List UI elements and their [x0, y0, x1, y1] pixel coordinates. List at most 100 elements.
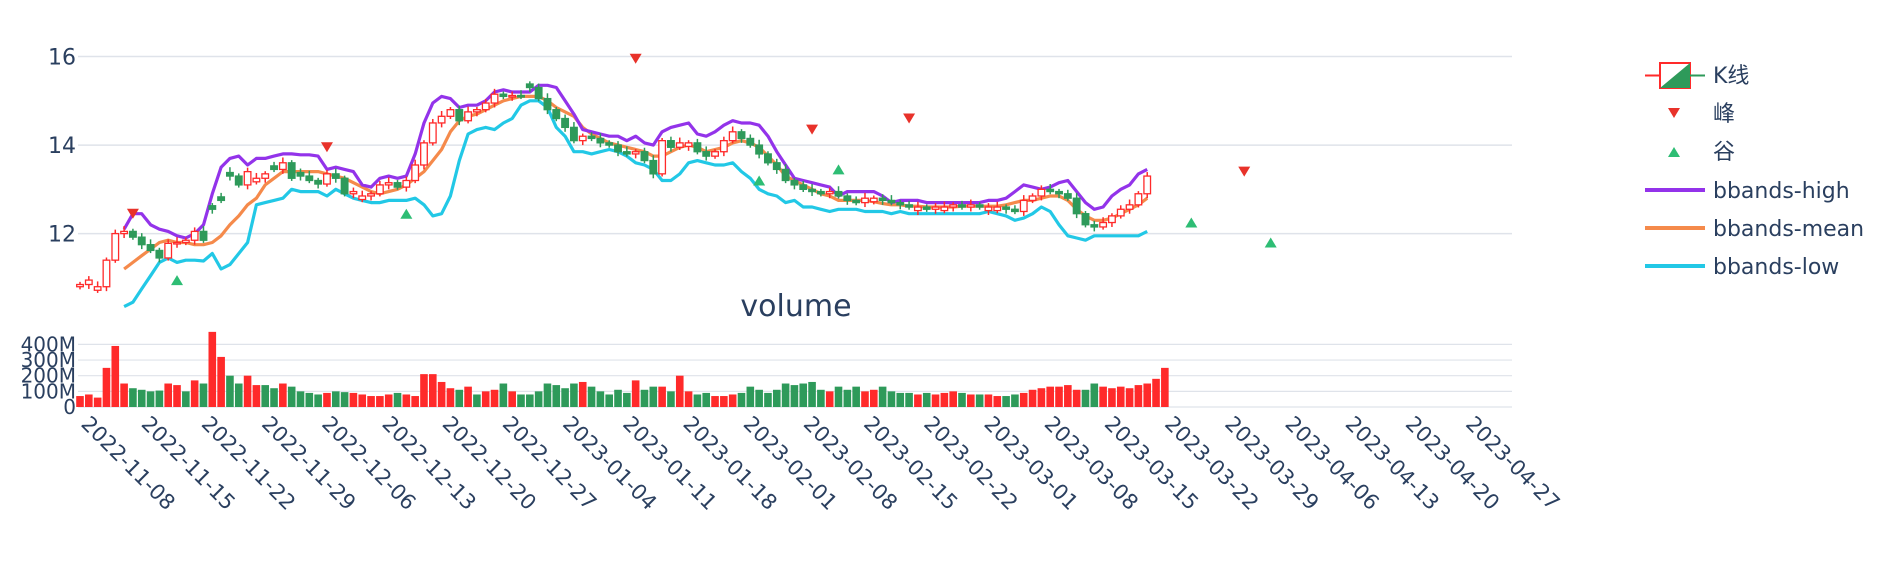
volume-bar — [861, 391, 869, 407]
legend[interactable]: K线 峰 谷 bbands-high bbands-mean bbands-lo… — [1645, 62, 1864, 280]
candle — [1028, 193, 1037, 204]
volume-bar — [799, 383, 808, 407]
volume-bar — [640, 389, 649, 407]
candle-body — [420, 142, 428, 166]
legend-item-bbands-low[interactable]: bbands-low — [1645, 255, 1839, 280]
candle — [966, 199, 975, 212]
candle — [428, 118, 437, 146]
legend-item-bbands-mean[interactable]: bbands-mean — [1645, 217, 1864, 242]
volume-bar — [429, 374, 437, 407]
candle-body — [1028, 195, 1037, 202]
candle-body — [199, 230, 208, 241]
candle — [622, 146, 631, 157]
volume-bar — [1072, 389, 1081, 407]
candle — [1037, 185, 1046, 201]
candle — [940, 201, 949, 214]
legend-item-peaks[interactable]: 峰 — [1668, 102, 1735, 127]
candle — [84, 276, 93, 289]
candle — [834, 186, 843, 199]
candle-body — [719, 140, 728, 153]
candle-body — [499, 93, 508, 98]
bollinger-bands — [122, 83, 1149, 309]
candle — [658, 138, 667, 177]
volume-bar — [349, 392, 358, 407]
candle-body — [1116, 208, 1125, 217]
volume-bar — [675, 375, 684, 407]
candle-body — [1099, 221, 1108, 228]
candle-body — [120, 230, 129, 235]
legend-item-troughs[interactable]: 谷 — [1668, 140, 1735, 165]
volume-bar — [684, 391, 693, 407]
candle — [1072, 192, 1081, 219]
volume-bar — [993, 396, 1002, 407]
volume-bar — [217, 356, 225, 407]
volume-bar — [649, 386, 658, 407]
candle — [490, 88, 499, 108]
candle-body — [728, 131, 737, 142]
candle-body — [1055, 190, 1063, 195]
candle-body — [217, 196, 226, 202]
bbands-low-line — [123, 99, 1148, 309]
candle-body — [1143, 175, 1152, 195]
candle — [1002, 204, 1011, 214]
candle-body — [393, 182, 402, 188]
legend-label-candles: K线 — [1713, 64, 1749, 89]
candle-body — [111, 232, 120, 261]
candle-body — [737, 131, 746, 140]
volume-bar — [1011, 394, 1019, 407]
candle-body — [464, 111, 473, 122]
volume-bar — [234, 383, 243, 407]
candle — [596, 133, 605, 148]
candle-body — [1125, 204, 1134, 210]
volume-bar — [129, 388, 137, 407]
peak-marker — [806, 124, 819, 135]
candle — [569, 122, 578, 144]
volume-bar — [455, 389, 464, 407]
volume-bar — [393, 392, 402, 407]
candle-body — [93, 286, 102, 291]
candle — [640, 147, 649, 164]
legend-item-candles[interactable]: K线 — [1645, 62, 1749, 89]
candle — [1063, 189, 1072, 201]
candle-body — [684, 142, 693, 148]
candle-body — [861, 197, 869, 204]
candle — [402, 176, 411, 192]
bbands-mean-line — [123, 94, 1149, 271]
volume-bar — [958, 392, 966, 407]
volume-bar — [587, 386, 596, 407]
candle-body — [296, 171, 305, 177]
candle-body — [975, 204, 984, 208]
candle — [314, 177, 323, 189]
candle — [614, 141, 622, 157]
candle-body — [164, 242, 173, 259]
candle — [931, 203, 940, 214]
volume-bar — [1055, 386, 1063, 407]
candle — [684, 140, 693, 151]
volume-bar — [764, 392, 772, 407]
candle-body — [1134, 193, 1143, 206]
candle-body — [525, 83, 534, 89]
candle-body — [137, 236, 146, 246]
legend-item-bbands-high[interactable]: bbands-high — [1645, 179, 1850, 204]
volume-bar — [914, 394, 922, 407]
candle-body — [764, 153, 772, 164]
candle — [252, 172, 261, 185]
candle — [278, 157, 287, 174]
volume-y-tick-label: 100M — [21, 379, 76, 403]
candle — [975, 202, 984, 210]
candle-body — [243, 170, 252, 186]
candle — [772, 158, 781, 174]
candle-body — [76, 283, 84, 288]
candle-body — [755, 144, 764, 155]
candle-body — [375, 184, 384, 195]
candle-body — [331, 173, 340, 179]
candle — [905, 200, 914, 210]
volume-bar — [1002, 396, 1010, 407]
volume-bar — [746, 386, 755, 407]
volume-bar — [605, 394, 613, 407]
candle-body — [569, 126, 578, 142]
bbands-high-line — [122, 83, 1148, 240]
candle — [146, 239, 155, 254]
candle — [93, 281, 102, 293]
peak-marker — [126, 208, 139, 219]
